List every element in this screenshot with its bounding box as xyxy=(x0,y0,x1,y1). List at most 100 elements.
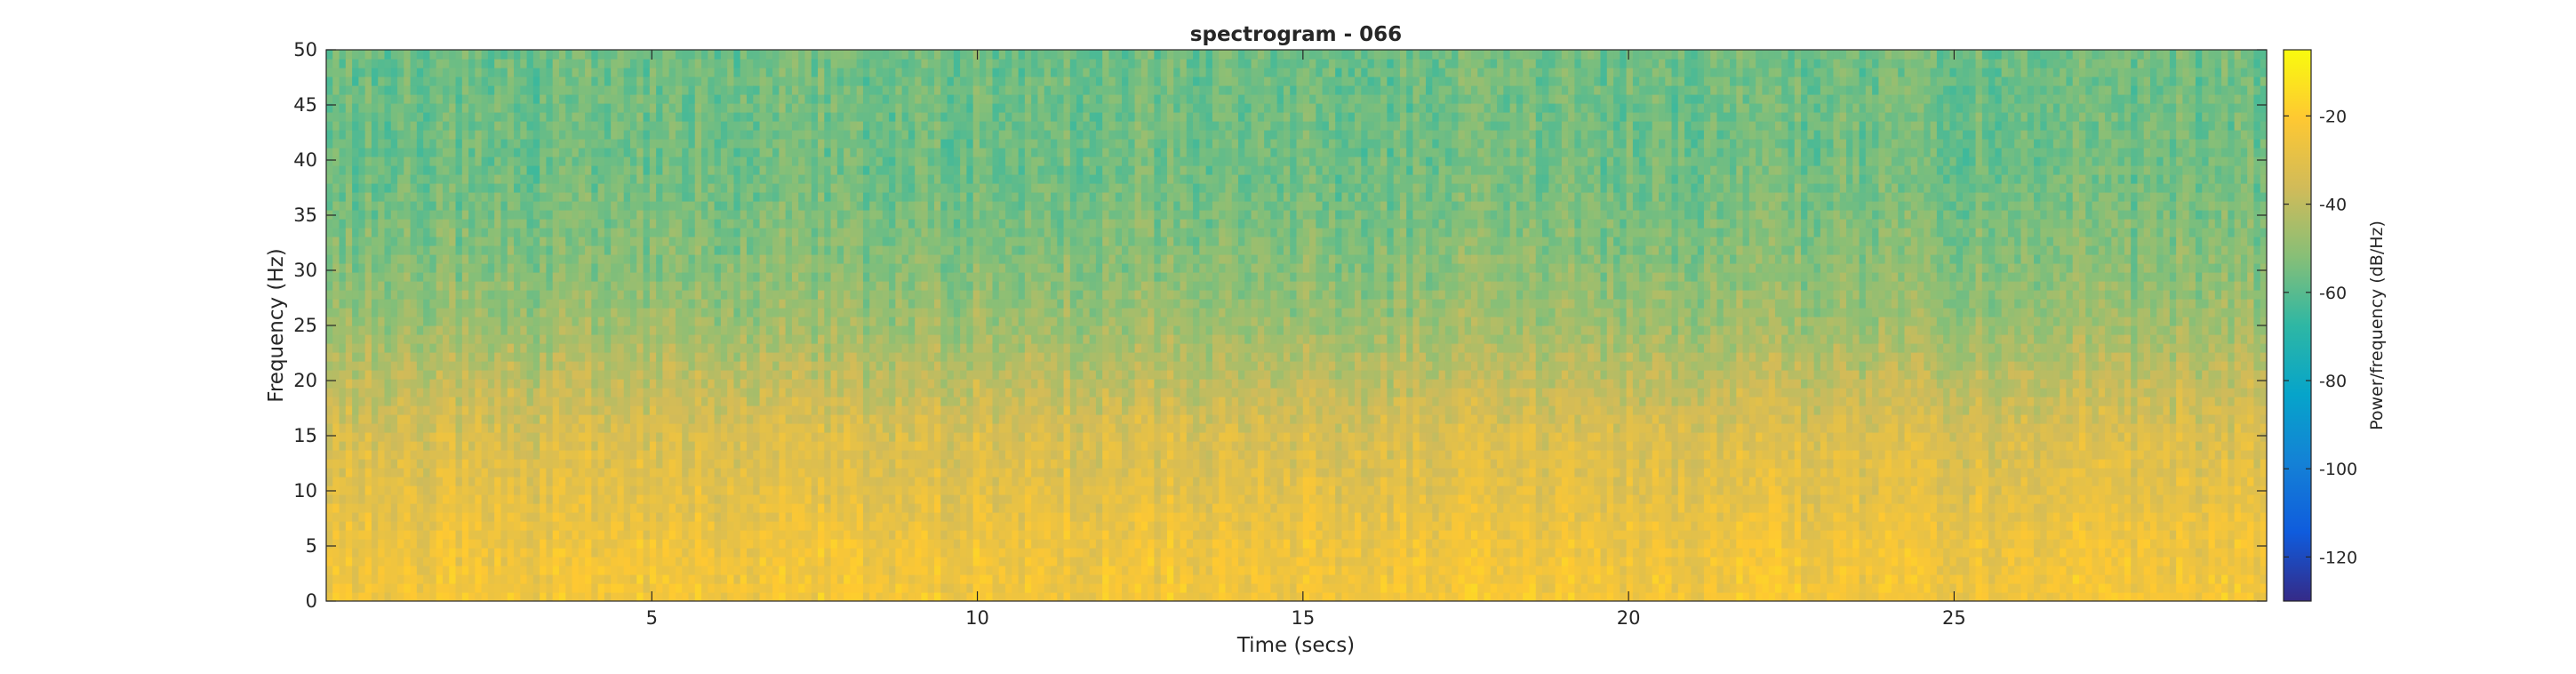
heatmap-cell xyxy=(449,299,457,309)
heatmap-cell xyxy=(461,325,469,335)
heatmap-cell xyxy=(468,379,476,389)
heatmap-cell xyxy=(765,272,773,282)
heatmap-cell xyxy=(416,85,424,95)
heatmap-cell xyxy=(364,574,372,584)
heatmap-cell xyxy=(694,245,702,255)
heatmap-cell xyxy=(682,156,690,166)
heatmap-cell xyxy=(830,174,838,184)
heatmap-cell xyxy=(753,228,761,237)
heatmap-cell xyxy=(339,352,347,362)
heatmap-cell xyxy=(378,521,386,531)
heatmap-cell xyxy=(384,343,392,353)
heatmap-cell xyxy=(390,370,398,380)
heatmap-cell xyxy=(623,450,631,460)
heatmap-cell xyxy=(429,59,437,68)
heatmap-cell xyxy=(514,521,521,531)
heatmap-cell xyxy=(384,148,392,157)
heatmap-cell xyxy=(384,299,392,309)
heatmap-cell xyxy=(390,254,398,264)
heatmap-cell xyxy=(765,361,773,371)
heatmap-cell xyxy=(727,192,735,202)
heatmap-cell xyxy=(423,50,431,60)
heatmap-cell xyxy=(630,201,637,211)
heatmap-cell xyxy=(494,503,502,513)
heatmap-cell xyxy=(572,68,580,77)
heatmap-cell xyxy=(824,485,832,495)
heatmap-cell xyxy=(708,156,716,166)
heatmap-cell xyxy=(461,583,469,593)
heatmap-cell xyxy=(507,192,515,202)
heatmap-cell xyxy=(662,512,670,522)
heatmap-cell xyxy=(643,388,651,397)
heatmap-cell xyxy=(507,405,515,415)
heatmap-cell xyxy=(384,228,392,237)
heatmap-cell xyxy=(830,263,838,273)
heatmap-cell xyxy=(585,441,592,451)
heatmap-cell xyxy=(682,414,690,424)
heatmap-cell xyxy=(649,592,657,601)
heatmap-cell xyxy=(675,334,683,344)
heatmap-cell xyxy=(785,370,793,380)
heatmap-cell xyxy=(558,210,566,220)
heatmap-cell xyxy=(708,183,716,193)
heatmap-cell xyxy=(404,388,412,397)
heatmap-cell xyxy=(623,50,631,60)
heatmap-cell xyxy=(636,334,644,344)
heatmap-cell xyxy=(364,592,372,601)
heatmap-cell xyxy=(611,290,619,300)
heatmap-cell xyxy=(423,512,431,522)
heatmap-cell xyxy=(636,370,644,380)
heatmap-cell xyxy=(397,503,404,513)
heatmap-cell xyxy=(779,432,787,442)
heatmap-cell xyxy=(514,85,521,95)
heatmap-cell xyxy=(844,503,852,513)
heatmap-cell xyxy=(364,76,372,86)
heatmap-cell xyxy=(811,485,819,495)
heatmap-cell xyxy=(617,237,625,246)
heatmap-cell xyxy=(785,183,793,193)
heatmap-cell xyxy=(765,76,773,86)
heatmap-cell xyxy=(540,521,548,531)
heatmap-cell xyxy=(384,112,392,122)
heatmap-cell xyxy=(720,210,728,220)
heatmap-cell xyxy=(643,94,651,104)
heatmap-cell xyxy=(461,370,469,380)
heatmap-cell xyxy=(326,237,333,246)
heatmap-cell xyxy=(830,139,838,148)
heatmap-cell xyxy=(345,334,353,344)
heatmap-cell xyxy=(526,290,534,300)
heatmap-cell xyxy=(740,405,748,415)
heatmap-cell xyxy=(779,85,787,95)
heatmap-cell xyxy=(572,334,580,344)
heatmap-cell xyxy=(740,272,748,282)
heatmap-cell xyxy=(540,352,548,362)
heatmap-cell xyxy=(636,459,644,469)
heatmap-cell xyxy=(364,325,372,335)
heatmap-cell xyxy=(468,414,476,424)
heatmap-cell xyxy=(558,405,566,415)
heatmap-cell xyxy=(785,192,793,202)
chart-title: spectrogram - 066 xyxy=(1190,23,1402,46)
heatmap-cell xyxy=(449,485,457,495)
heatmap-cell xyxy=(578,94,586,104)
heatmap-cell xyxy=(520,192,528,202)
heatmap-cell xyxy=(830,50,838,60)
heatmap-cell xyxy=(416,343,424,353)
heatmap-cell xyxy=(727,148,735,157)
heatmap-cell xyxy=(500,156,508,166)
heatmap-cell xyxy=(578,245,586,255)
heatmap-cell xyxy=(591,130,599,140)
heatmap-cell xyxy=(578,503,586,513)
heatmap-cell xyxy=(578,592,586,601)
heatmap-cell xyxy=(352,334,359,344)
heatmap-cell xyxy=(578,343,586,353)
heatmap-cell xyxy=(682,299,690,309)
heatmap-cell xyxy=(701,121,708,131)
heatmap-cell xyxy=(326,94,333,104)
heatmap-cell xyxy=(772,592,780,601)
heatmap-cell xyxy=(811,130,819,140)
heatmap-cell xyxy=(378,165,386,175)
heatmap-cell xyxy=(332,521,340,531)
heatmap-cell xyxy=(727,388,735,397)
heatmap-cell xyxy=(558,254,566,264)
